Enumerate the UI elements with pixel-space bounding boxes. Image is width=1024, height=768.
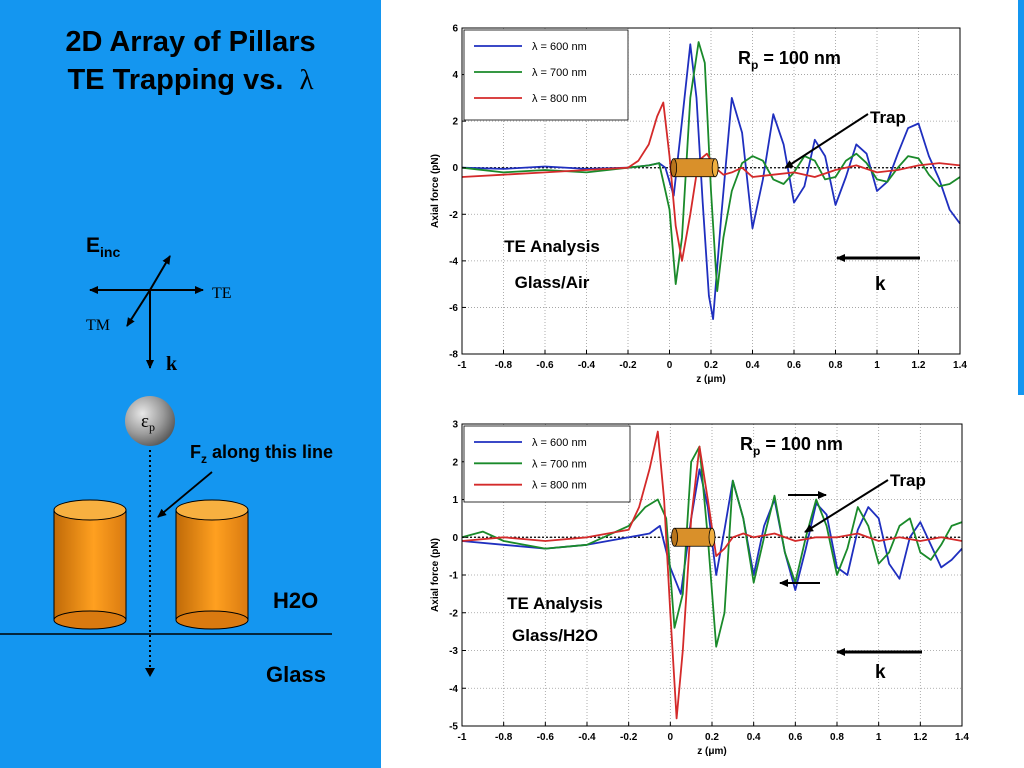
y-tick-label: -2 xyxy=(449,608,458,619)
x-tick-label: 0.8 xyxy=(829,360,843,371)
k-label: k xyxy=(166,353,178,375)
x-tick-label: -0.6 xyxy=(537,732,555,743)
x-axis-label: z (μm) xyxy=(696,374,725,385)
medium-glass-label: Glass xyxy=(266,662,326,687)
legend-entry: λ = 600 nm xyxy=(532,437,587,449)
x-tick-label: 0.6 xyxy=(788,732,802,743)
x-tick-label: 0.2 xyxy=(704,360,718,371)
y-tick-label: -4 xyxy=(449,684,458,695)
particle-cylinder xyxy=(671,527,716,547)
legend-entry: λ = 600 nm xyxy=(532,41,587,53)
particle-label: εp xyxy=(141,411,155,434)
x-tick-label: 0.2 xyxy=(705,732,719,743)
legend-entry: λ = 800 nm xyxy=(532,480,587,492)
fz-label: Fz along this line xyxy=(190,442,333,466)
x-tick-label: -0.4 xyxy=(578,732,596,743)
k-annotation: k xyxy=(875,662,886,683)
y-tick-label: -5 xyxy=(449,722,458,733)
series-line-1 xyxy=(461,445,963,648)
x-tick-label: 1.4 xyxy=(955,732,969,743)
analysis-label-line1: TE Analysis xyxy=(507,594,603,613)
y-tick-label: 3 xyxy=(452,420,458,431)
pillar-diagram: Einc TE TM k εp Fz along this line H2O G… xyxy=(0,234,333,687)
trap-annotation: Trap xyxy=(870,108,906,127)
y-tick-label: -8 xyxy=(449,350,458,361)
pillar-right xyxy=(175,499,249,630)
series-line-1 xyxy=(461,41,961,292)
x-tick-label: 0.4 xyxy=(746,360,760,371)
y-tick-label: -3 xyxy=(449,646,458,657)
x-tick-label: 1 xyxy=(874,360,880,371)
right-edge-strip xyxy=(1018,0,1024,395)
particle-sphere xyxy=(125,396,175,446)
rp-annotation: Rp = 100 nm xyxy=(738,48,841,72)
x-tick-label: 0 xyxy=(668,732,674,743)
k-annotation: k xyxy=(875,274,886,295)
y-tick-label: 2 xyxy=(452,457,458,468)
x-tick-label: 1.4 xyxy=(953,360,967,371)
te-label: TE xyxy=(212,285,232,302)
x-tick-label: -0.4 xyxy=(578,360,596,371)
y-tick-label: -2 xyxy=(449,210,458,221)
y-tick-label: 2 xyxy=(452,117,458,128)
x-tick-label: -0.2 xyxy=(620,732,638,743)
lambda-symbol: λ xyxy=(299,64,314,96)
x-tick-label: -0.8 xyxy=(495,732,513,743)
tm-label: TM xyxy=(86,317,110,334)
left-panel xyxy=(0,0,381,768)
x-tick-label: 0.8 xyxy=(830,732,844,743)
x-tick-label: -0.8 xyxy=(495,360,513,371)
tm-arrow-up xyxy=(149,255,171,291)
x-tick-label: 1.2 xyxy=(913,732,927,743)
analysis-label-line2: Glass/H2O xyxy=(512,626,598,645)
analysis-label-line1: TE Analysis xyxy=(504,237,600,256)
legend-box xyxy=(463,29,629,121)
y-axis-label: Axial force (pN) xyxy=(430,538,441,612)
legend-entry: λ = 800 nm xyxy=(532,93,587,105)
x-tick-label: 1.2 xyxy=(912,360,926,371)
y-tick-label: -4 xyxy=(449,256,458,267)
x-tick-label: -1 xyxy=(458,360,467,371)
y-tick-label: 0 xyxy=(452,533,458,544)
series-line-0 xyxy=(461,43,961,320)
x-tick-label: 1 xyxy=(876,732,882,743)
chart-glass-h2o: -1 -0.8 -0.6 -0.4 -0.2 0 0.2 0.4 0.6 0.8 1 1.2 1.4 3 2… xyxy=(430,420,969,758)
trap-arrow xyxy=(804,479,889,533)
x-tick-label: 0 xyxy=(667,360,673,371)
legend-entry: λ = 700 nm xyxy=(532,67,587,79)
slide-title-line2: TE Trapping vs. λ xyxy=(0,64,381,97)
x-tick-label: -0.2 xyxy=(619,360,637,371)
slide-title-line1: 2D Array of Pillars xyxy=(65,26,316,58)
x-axis-label: z (μm) xyxy=(697,746,726,757)
y-tick-label: 1 xyxy=(452,495,458,506)
particle-cylinder xyxy=(670,158,719,178)
y-axis-label: Axial force (pN) xyxy=(430,154,441,228)
trap-annotation: Trap xyxy=(890,471,926,490)
y-tick-label: -1 xyxy=(449,571,458,582)
y-tick-label: 0 xyxy=(452,163,458,174)
trap-arrow xyxy=(784,113,869,169)
x-tick-label: -1 xyxy=(458,732,467,743)
series-line-2 xyxy=(461,430,963,720)
y-tick-label: 6 xyxy=(452,24,458,35)
tm-arrow-down xyxy=(126,289,151,327)
y-tick-label: -6 xyxy=(449,303,458,314)
x-tick-label: -0.6 xyxy=(536,360,554,371)
chart-glass-air: -1 -0.8 -0.6 -0.4 -0.2 0 0.2 0.4 0.6 0.8 1 1.2 1.4 6 4… xyxy=(430,24,967,386)
analysis-label-line2: Glass/Air xyxy=(515,273,590,292)
axial-line-arrowhead xyxy=(145,668,155,677)
legend-entry: λ = 700 nm xyxy=(532,458,587,470)
pillar-left xyxy=(53,499,127,630)
fz-pointer xyxy=(157,471,213,518)
title-text: TE Trapping vs. xyxy=(67,64,284,96)
x-tick-label: 0.6 xyxy=(787,360,801,371)
x-tick-label: 0.4 xyxy=(747,732,761,743)
rp-annotation: Rp = 100 nm xyxy=(740,434,843,458)
einc-label: Einc xyxy=(86,234,120,260)
medium-h2o-label: H2O xyxy=(273,588,318,613)
y-tick-label: 4 xyxy=(452,70,458,81)
